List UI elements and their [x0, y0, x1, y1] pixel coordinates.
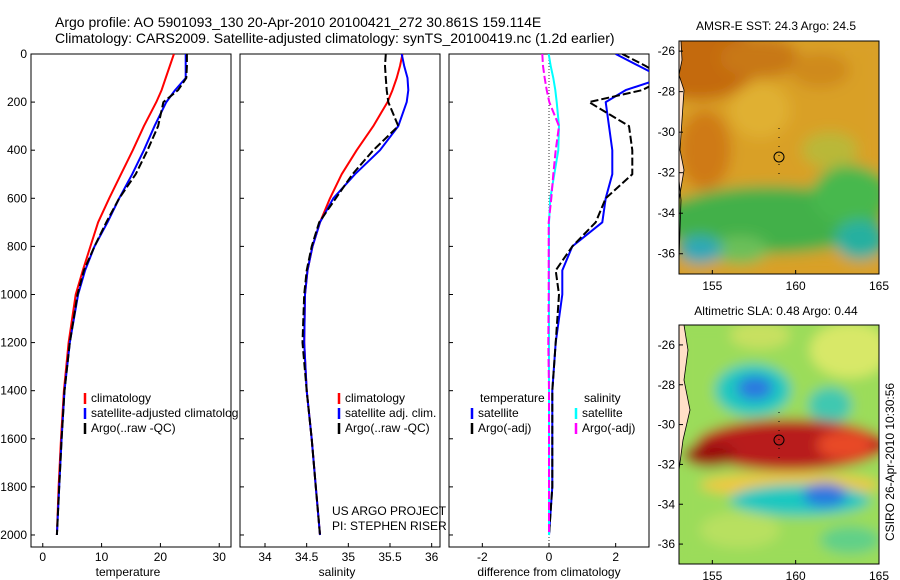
sst-argo-position-marker: [773, 151, 785, 163]
sst-map-title: AMSR-E SST: 24.3 Argo: 24.5: [696, 19, 856, 33]
side-timestamp-label: CSIRO 26-Apr-2010 10:30:56: [883, 383, 897, 541]
credit-line-1: US ARGO PROJECT: [332, 504, 447, 518]
difference-legend-label-3: Argo(-adj): [582, 421, 635, 435]
difference-tick-label-1: 0: [546, 550, 553, 564]
difference-legend-group-0: temperature: [480, 391, 545, 405]
salinity-tick-label-4: 36: [425, 550, 439, 564]
map1-lat-tick-3: -32: [658, 166, 676, 180]
temperature-plot-frame: [30, 53, 232, 548]
map1-lat-tick-0: -26: [658, 44, 676, 58]
difference-tick-label-2: 2: [612, 550, 619, 564]
depth-tick-label-0: 0: [20, 47, 27, 61]
difference-series-1: [548, 54, 649, 536]
salinity-tick-label-3: 35.5: [378, 550, 402, 564]
map1-lat-tick-4: -34: [658, 206, 676, 220]
depth-tick-label-1200: 1200: [0, 336, 27, 350]
difference-lines: [541, 54, 649, 547]
temperature-legend-label-2: Argo(..raw -QC): [91, 421, 176, 435]
depth-axis: 0 200 400 600 800 1000 1200 1400 1600 1800 2000: [0, 47, 35, 542]
depth-tick-label-800: 800: [7, 239, 27, 253]
difference-legend-label-0: satellite: [478, 406, 519, 420]
map2-lat-tick-3: -32: [658, 457, 676, 471]
temperature-legend-label-0: climatology: [91, 391, 151, 405]
map1-lon-tick-2: 165: [869, 279, 889, 293]
map2-lat-tick-1: -28: [658, 378, 676, 392]
credit-line-2: PI: STEPHEN RISER: [332, 519, 447, 533]
salinity-tick-label-0: 34: [258, 550, 272, 564]
difference-axis-label: difference from climatology: [477, 565, 620, 579]
sla-heatmap: [679, 325, 879, 564]
sst-map-axes: 155 160 165 -26 -28 -30 -32 -34 -36: [658, 44, 890, 293]
depth-tick-label-1000: 1000: [0, 287, 27, 301]
map2-lat-tick-0: -26: [658, 338, 676, 352]
sla-map-panel: Altimetric SLA: 0.48 Argo: 0.44: [658, 304, 890, 580]
figure-title-line-1: Argo profile: AO 5901093_130 20-Apr-2010…: [55, 14, 542, 30]
difference-legend-label-1: Argo(-adj): [478, 421, 531, 435]
figure-title-line-2: Climatology: CARS2009. Satellite-adjuste…: [55, 30, 615, 46]
depth-tick-label-1600: 1600: [0, 432, 27, 446]
map1-lon-tick-1: 160: [786, 279, 806, 293]
difference-legend-label-2: satellite: [582, 406, 623, 420]
temperature-tick-label-1: 10: [95, 550, 109, 564]
depth-tick-label-2000: 2000: [0, 528, 27, 542]
sst-heatmap: [679, 41, 879, 274]
temperature-tick-label-2: 20: [154, 550, 168, 564]
difference-legend: temperaturesatelliteArgo(-adj)salinitysa…: [470, 391, 635, 435]
difference-legend-group-1: salinity: [584, 391, 621, 405]
temperature-lines: [55, 54, 188, 536]
difference-series-3: [541, 54, 560, 535]
salinity-plot-frame: [239, 53, 441, 548]
sst-map-panel: AMSR-E SST: 24.3 Argo: 24.5: [658, 19, 890, 293]
salinity-tick-label-1: 34.5: [295, 550, 319, 564]
map1-lon-tick-0: 155: [702, 279, 722, 293]
difference-axis: -2 0 2: [449, 53, 619, 564]
map1-lat-tick-1: -28: [658, 85, 676, 99]
depth-tick-label-200: 200: [7, 95, 27, 109]
salinity-legend-label-0: climatology: [345, 391, 405, 405]
map1-lat-tick-2: -30: [658, 125, 676, 139]
map2-lat-tick-5: -36: [658, 537, 676, 551]
sla-map-axes: 155 160 165 -26 -28 -30 -32 -34 -36: [658, 338, 890, 580]
map2-lon-tick-1: 160: [786, 569, 806, 580]
salinity-axis: 34 34.5 35 35.5 36: [240, 53, 439, 564]
sla-map-title: Altimetric SLA: 0.48 Argo: 0.44: [694, 304, 858, 318]
temperature-axis-label: temperature: [96, 565, 161, 579]
sla-argo-position-marker: [773, 434, 785, 446]
sla-map-frame: [678, 324, 880, 565]
salinity-legend-label-2: Argo(..raw -QC): [345, 421, 430, 435]
salinity-legend-label-1: satellite adj. clim.: [345, 406, 436, 420]
map2-lon-tick-0: 155: [702, 569, 722, 580]
difference-tick-label-0: -2: [477, 550, 488, 564]
map1-lat-tick-5: -36: [658, 247, 676, 261]
salinity-series-2: [301, 54, 400, 536]
temperature-axis: 0 10 20 30: [39, 543, 226, 564]
salinity-axis-label: salinity: [319, 565, 356, 579]
salinity-lines: [301, 54, 410, 536]
map2-lat-tick-2: -30: [658, 418, 676, 432]
temperature-tick-label-0: 0: [39, 550, 46, 564]
temperature-tick-label-3: 30: [213, 550, 227, 564]
temperature-legend-label-1: satellite-adjusted climatolog: [91, 406, 238, 420]
depth-tick-label-1800: 1800: [0, 480, 27, 494]
depth-tick-label-600: 600: [7, 191, 27, 205]
map2-lon-tick-2: 165: [869, 569, 889, 580]
temperature-series-2: [55, 54, 188, 536]
difference-panel: -2 0 2 temperaturesatelliteArgo(-adj)salin…: [448, 53, 650, 579]
depth-tick-label-1400: 1400: [0, 384, 27, 398]
map2-lat-tick-4: -34: [658, 497, 676, 511]
depth-tick-label-400: 400: [7, 143, 27, 157]
salinity-tick-label-2: 35: [342, 550, 356, 564]
temperature-panel: 0 200 400 600 800 1000 1200 1400 1600 1800 2000 0 1…: [0, 47, 238, 579]
sst-map-frame: [678, 40, 880, 275]
